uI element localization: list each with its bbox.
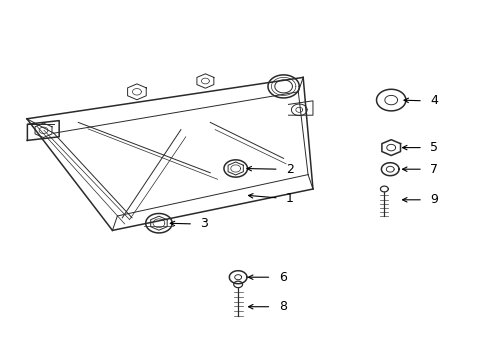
Text: 5: 5 — [429, 141, 437, 154]
Text: 1: 1 — [285, 192, 293, 204]
Text: 6: 6 — [278, 271, 286, 284]
Text: 9: 9 — [429, 193, 437, 206]
Text: 4: 4 — [429, 94, 437, 107]
Text: 7: 7 — [429, 163, 437, 176]
Text: 3: 3 — [200, 217, 208, 230]
Text: 2: 2 — [285, 163, 293, 176]
Text: 8: 8 — [278, 300, 286, 313]
